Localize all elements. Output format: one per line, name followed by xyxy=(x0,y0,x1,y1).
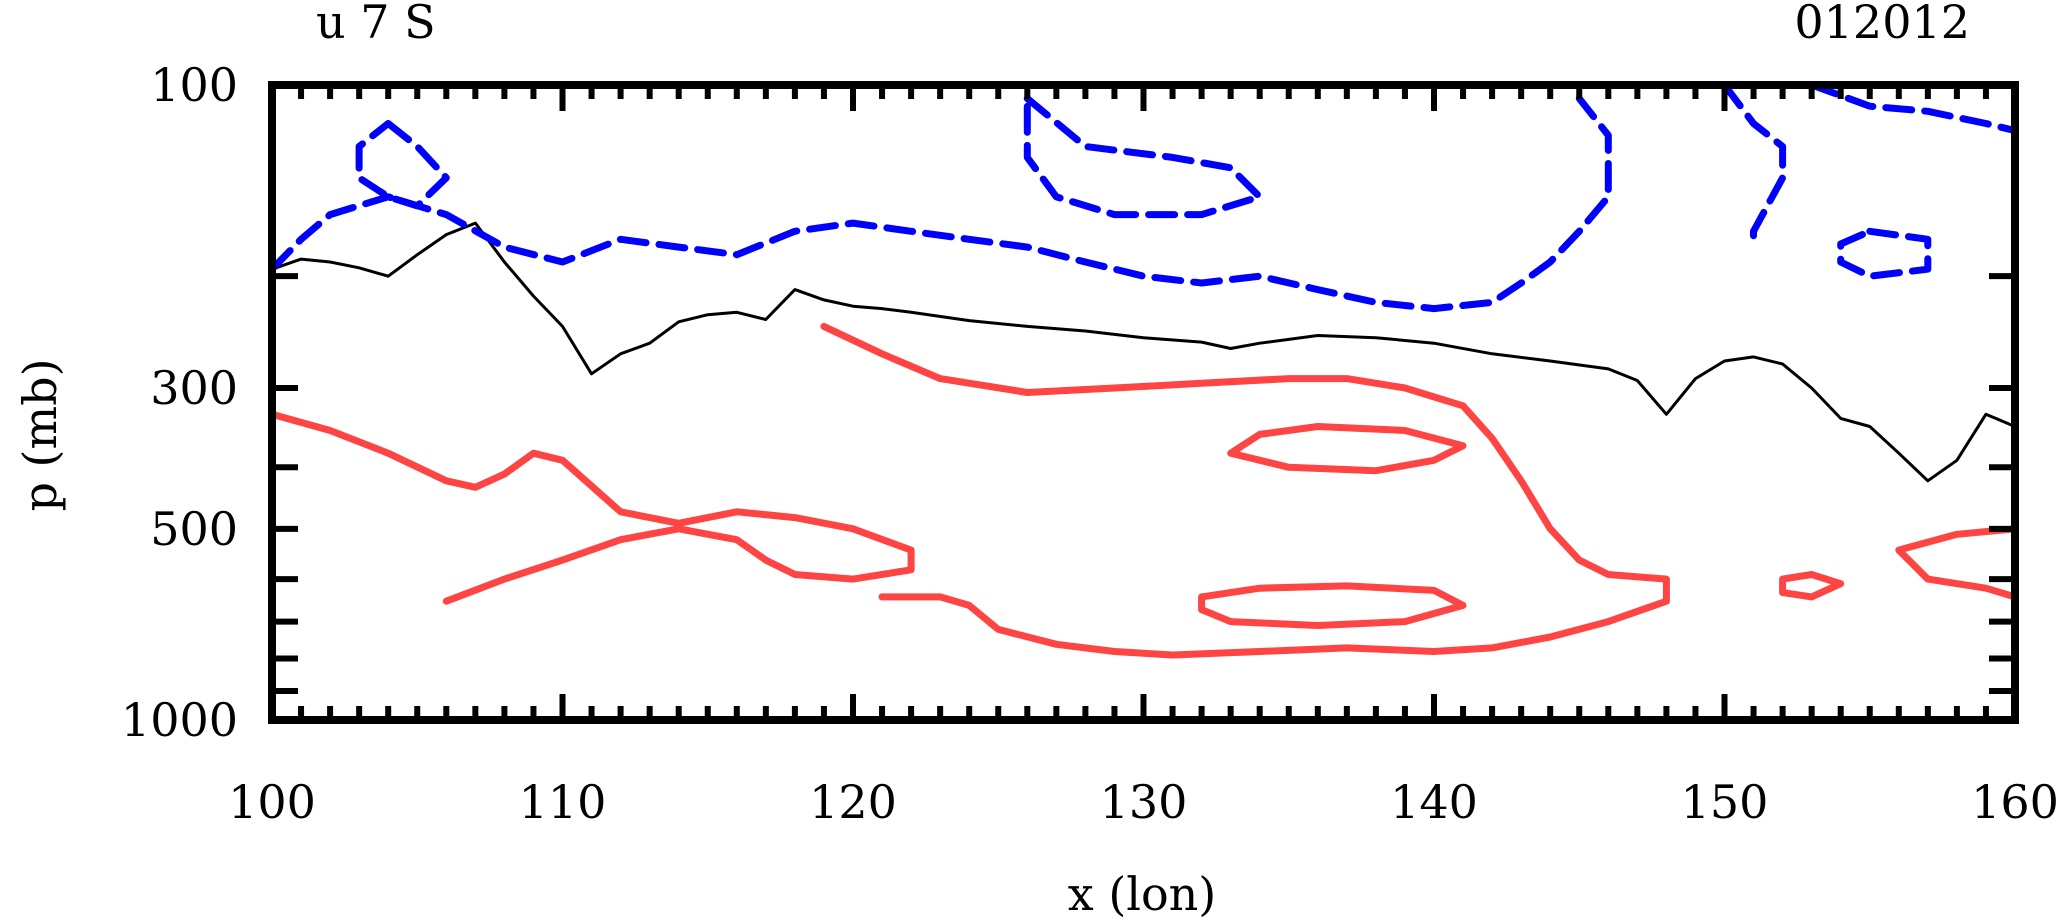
y-tick-label: 500 xyxy=(150,502,238,556)
negative-contour-3 xyxy=(1023,95,1264,219)
x-axis-label: x (lon) xyxy=(1068,867,1217,921)
y-tick-label: 300 xyxy=(150,361,238,415)
tick-labels: 100 110 120 130 140 150 160 100 300 500 1000 xyxy=(121,58,2059,829)
x-tick-label: 150 xyxy=(1681,775,1769,829)
positive-contour-5 xyxy=(1779,571,1845,601)
x-tick-label: 100 xyxy=(228,775,316,829)
x-tick-label: 110 xyxy=(519,775,607,829)
positive-contour-1 xyxy=(272,410,915,605)
positive-contour-3 xyxy=(1227,423,1467,475)
positive-contour-6 xyxy=(1895,525,2015,601)
negative-contour-6 xyxy=(1808,85,2015,135)
chart-title-left: u 7 S xyxy=(316,0,436,49)
axes xyxy=(268,81,2019,724)
x-tick-label: 120 xyxy=(809,775,897,829)
y-axis-label: p (mb) xyxy=(13,358,67,511)
plot-frame xyxy=(268,81,2019,724)
zero-contour xyxy=(272,221,2015,483)
x-tick-label: 130 xyxy=(1100,775,1188,829)
plot-content xyxy=(272,85,2015,659)
x-tick-label: 160 xyxy=(1971,775,2059,829)
positive-contour-2 xyxy=(820,322,1670,659)
y-tick-label: 1000 xyxy=(121,693,238,747)
negative-contour-2 xyxy=(355,120,450,210)
negative-contour-4 xyxy=(1837,227,1932,280)
y-tick-label: 100 xyxy=(150,58,238,112)
positive-contour-4 xyxy=(1198,582,1467,629)
x-tick-label: 140 xyxy=(1390,775,1478,829)
negative-contour-5 xyxy=(1721,85,1787,251)
chart-title-right: 012012 xyxy=(1794,0,1970,49)
negative-contour-1 xyxy=(272,95,1612,313)
